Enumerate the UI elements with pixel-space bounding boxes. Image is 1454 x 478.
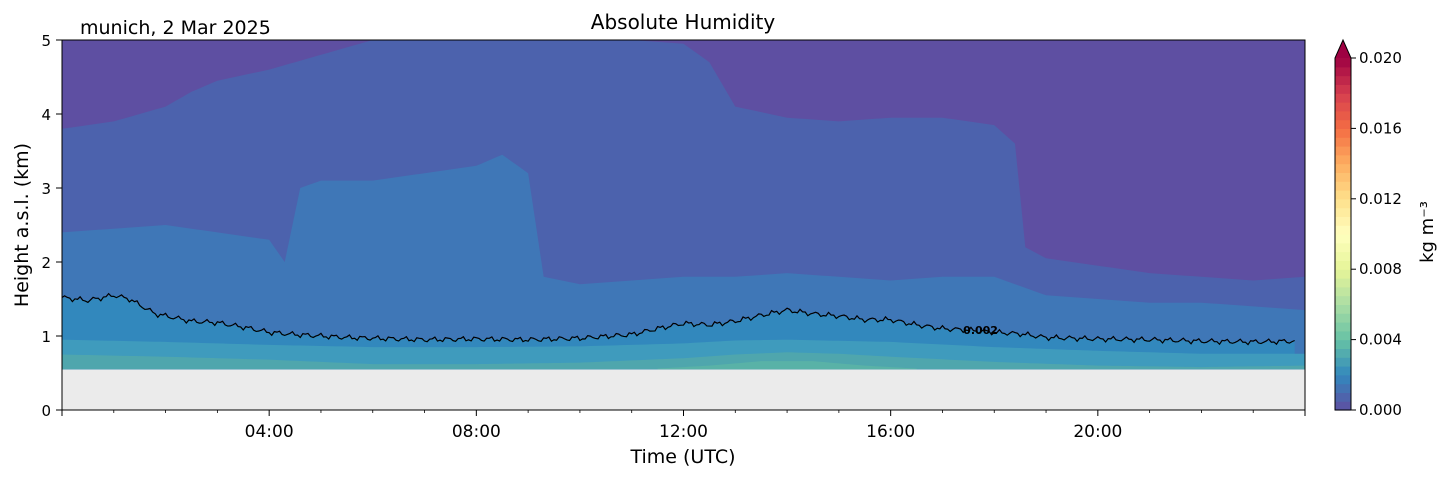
colorbar-segment [1335,286,1351,297]
colorbar-segment [1335,366,1351,376]
humidity-band-6 [657,361,917,370]
contour-line-0.002 [62,292,1295,346]
contour-label: 0.002 [963,324,998,337]
humidity-band-5 [62,352,1305,370]
colorbar-ticks: 0.000 0.004 0.008 0.012 0.016 0.020 [1351,49,1402,419]
x-axis-ticks: 04:00 08:00 12:00 16:00 20:00 [61,410,1306,442]
colorbar-segment [1335,190,1351,200]
colorbar-tick-label: 0.016 [1359,119,1402,137]
location-date-label: munich, 2 Mar 2025 [80,17,271,39]
colorbar-segment [1335,93,1351,103]
colorbar-segment [1335,137,1351,147]
colorbar-tick-label: 0.020 [1359,49,1402,67]
colorbar-segment [1335,242,1351,253]
y-tick-label: 1 [41,328,51,346]
colorbar-segment [1335,172,1351,182]
colorbar-segment [1335,392,1351,402]
y-tick-label: 0 [41,402,51,420]
colorbar-tick-label: 0.000 [1359,401,1402,419]
y-axis-label: Height a.s.l. (km) [11,143,33,307]
colorbar-segment [1335,401,1351,411]
colorbar-segment [1335,348,1351,358]
humidity-band-2 [62,154,1305,370]
y-tick-label: 2 [41,254,51,272]
colorbar-segment [1335,330,1351,341]
colorbar-segment [1335,339,1351,349]
colorbar [1334,38,1352,411]
x-tick-label: 16:00 [866,422,915,442]
x-axis-label: Time (UTC) [629,446,735,468]
colorbar-outline [1334,38,1352,411]
x-tick-label: 04:00 [245,422,294,442]
colorbar-segment [1335,110,1351,121]
colorbar-segment [1335,66,1351,77]
colorbar-segment [1335,58,1351,68]
colorbar-segment [1335,102,1351,112]
humidity-field [62,40,1305,370]
colorbar-segment [1335,383,1351,393]
colorbar-segment [1335,75,1351,85]
x-tick-label: 08:00 [452,422,501,442]
colorbar-extend-arrow [1335,40,1351,58]
colorbar-segment [1335,119,1351,129]
colorbar-tick-label: 0.004 [1359,331,1402,349]
colorbar-segment [1335,260,1351,270]
colorbar-segment [1335,374,1351,385]
colorbar-segment [1335,198,1351,209]
colorbar-segment [1335,181,1351,191]
colorbar-segment [1335,251,1351,261]
colorbar-segment [1335,154,1351,165]
y-tick-label: 4 [41,106,51,124]
colorbar-segment [1335,313,1351,323]
colorbar-segment [1335,225,1351,235]
colorbar-segment [1335,216,1351,226]
colorbar-segment [1335,269,1351,279]
y-axis-ticks: 0 1 2 3 4 5 [41,32,62,420]
colorbar-segment [1335,146,1351,156]
y-tick-label: 3 [41,180,51,198]
x-tick-label: 20:00 [1073,422,1122,442]
colorbar-tick-label: 0.008 [1359,260,1402,278]
colorbar-label: kg m⁻³ [1417,201,1438,263]
colorbar-segment [1335,128,1351,138]
contour-layer: 0.002 [62,292,1295,346]
colorbar-segment [1335,163,1351,173]
colorbar-segment [1335,304,1351,314]
colorbar-segment [1335,84,1351,94]
colorbar-segment [1335,278,1351,288]
colorbar-tick-label: 0.012 [1359,190,1402,208]
x-tick-label: 12:00 [659,422,708,442]
chart-title: Absolute Humidity [591,10,776,34]
y-tick-label: 5 [41,32,51,50]
colorbar-segment [1335,207,1351,217]
colorbar-segment [1335,357,1351,367]
colorbar-segment [1335,234,1351,244]
colorbar-segment [1335,322,1351,332]
colorbar-segment [1335,295,1351,305]
